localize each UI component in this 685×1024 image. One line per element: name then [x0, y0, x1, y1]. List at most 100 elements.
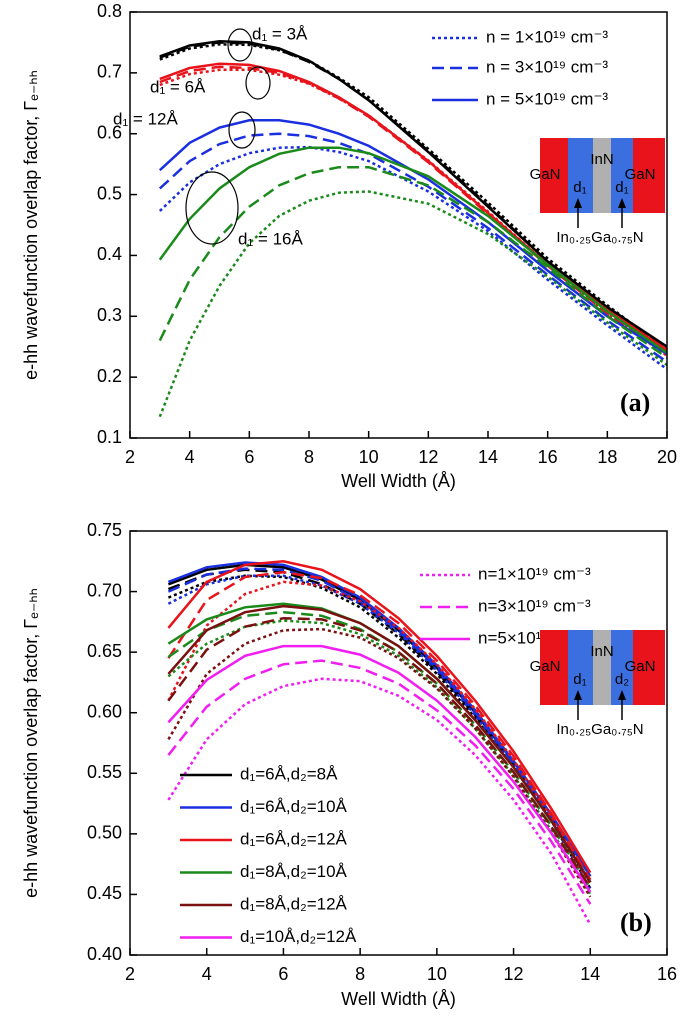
curve — [159, 39, 668, 348]
y-tick-label: 0.7 — [97, 62, 122, 82]
annotation-ellipse — [228, 111, 256, 149]
x-tick-label: 2 — [125, 964, 135, 984]
curve — [167, 619, 592, 896]
inset-layer — [611, 630, 633, 705]
legend-label: n = 3×10¹⁹ cm⁻³ — [486, 57, 608, 76]
legend-label: d₁=6Å,d₂=8Å — [240, 764, 338, 783]
inset-label: InN — [590, 643, 613, 660]
x-tick-label: 10 — [427, 964, 447, 984]
inset-layer — [593, 630, 611, 705]
x-tick-label: 4 — [202, 964, 212, 984]
x-tick-label: 20 — [657, 447, 677, 467]
inset-label: d₂ — [615, 671, 629, 688]
x-tick-label: 14 — [580, 964, 600, 984]
inset-layer — [593, 138, 611, 213]
inset-arrowhead — [574, 198, 582, 208]
y-tick-label: 0.55 — [87, 762, 122, 782]
x-tick-label: 10 — [359, 447, 379, 467]
inset-label: InN — [590, 151, 613, 168]
legend-label: d₁=6Å,d₂=10Å — [240, 797, 348, 816]
legend-label: d₁=6Å,d₂=12Å — [240, 829, 348, 848]
curve — [158, 146, 668, 354]
y-tick-label: 0.8 — [97, 1, 122, 21]
legend-label: n=1×10¹⁹ cm⁻³ — [478, 564, 591, 583]
x-tick-label: 8 — [355, 964, 365, 984]
inset-label: d₁ — [615, 179, 628, 196]
curve — [167, 604, 592, 883]
legend-label: d₁=10Å,d₂=12Å — [240, 927, 357, 946]
y-tick-label: 0.40 — [87, 944, 122, 964]
annotation: d₁ = 16Å — [238, 229, 303, 248]
annotation: d₁ = 12Å — [113, 109, 178, 128]
plot-frame — [129, 11, 668, 439]
curve — [167, 659, 592, 905]
y-tick-label: 0.5 — [97, 183, 122, 203]
x-tick-label: 8 — [304, 447, 314, 467]
inset-label: GaN — [530, 658, 561, 675]
inset-layer — [540, 138, 568, 213]
legend-label: d₁=8Å,d₂=12Å — [240, 894, 348, 913]
panel-label: (a) — [620, 388, 650, 417]
legend-label: n=3×10¹⁹ cm⁻³ — [478, 596, 591, 615]
x-tick-label: 6 — [278, 964, 288, 984]
inset-arrowhead — [618, 690, 626, 700]
curve — [167, 627, 592, 898]
inset-label: In₀.₂₅Ga₀.₇₅N — [556, 721, 643, 738]
inset-label: d₁ — [573, 671, 586, 688]
y-tick-label: 0.1 — [97, 427, 122, 447]
y-tick-label: 0.50 — [87, 823, 122, 843]
x-tick-label: 12 — [504, 964, 524, 984]
panel-label: (b) — [620, 908, 652, 937]
y-tick-label: 0.70 — [87, 580, 122, 600]
y-tick-label: 0.65 — [87, 641, 122, 661]
curve — [167, 644, 592, 893]
inset-layer — [611, 138, 633, 213]
x-axis-label: Well Width (Å) — [341, 471, 456, 491]
legend-label: n = 1×10¹⁹ cm⁻³ — [486, 27, 608, 46]
inset-layer — [568, 630, 593, 705]
curve — [167, 574, 592, 890]
x-tick-label: 14 — [478, 447, 498, 467]
curve — [167, 580, 592, 887]
inset-layer — [633, 630, 665, 705]
x-tick-label: 12 — [418, 447, 438, 467]
x-axis-label: Well Width (Å) — [341, 989, 456, 1009]
inset-label: In₀.₂₅Ga₀.₇₅N — [556, 229, 643, 246]
y-axis-label: e-hh wavefunction overlap factor, Γₑ₋ₕₕ — [21, 588, 41, 898]
inset-label: GaN — [530, 166, 561, 183]
curve — [167, 560, 592, 874]
x-tick-label: 16 — [657, 964, 677, 984]
inset-layer — [540, 630, 568, 705]
inset-layer — [633, 138, 665, 213]
curve — [158, 132, 668, 363]
inset-arrowhead — [618, 198, 626, 208]
y-tick-label: 0.6 — [97, 122, 122, 142]
curve — [158, 119, 668, 356]
curve — [158, 190, 668, 418]
y-tick-label: 0.4 — [97, 244, 122, 264]
y-tick-label: 0.75 — [87, 520, 122, 540]
x-tick-label: 16 — [538, 447, 558, 467]
curve — [158, 145, 668, 371]
inset-layer — [568, 138, 593, 213]
annotation: d₁ = 3Å — [252, 24, 308, 43]
curve — [167, 610, 592, 890]
y-tick-label: 0.2 — [97, 366, 122, 386]
annotation-ellipse — [185, 171, 239, 245]
curve — [158, 165, 668, 359]
annotation: d₁ = 6Å — [150, 77, 206, 96]
y-tick-label: 0.60 — [87, 701, 122, 721]
legend-label: d₁=8Å,d₂=10Å — [240, 862, 348, 881]
y-tick-label: 0.45 — [87, 883, 122, 903]
x-tick-label: 2 — [125, 447, 135, 467]
inset-arrowhead — [574, 690, 582, 700]
chart: 2 4 6 8 10 12 14 16 0.40 0.45 0.50 0.55 0.60 0.65 0.70… — [21, 520, 677, 1009]
curve — [167, 616, 592, 890]
x-tick-label: 4 — [185, 447, 195, 467]
legend-label: n = 5×10¹⁹ cm⁻³ — [486, 89, 608, 108]
inset-label: GaN — [625, 166, 656, 183]
annotation-ellipse — [245, 66, 271, 100]
chart: 2 4 6 8 10 12 14 16 18 20 0.1 0.2 0.3 0.4 0.5 0.6 0.7 0.8… — [21, 1, 677, 491]
x-tick-label: 18 — [597, 447, 617, 467]
